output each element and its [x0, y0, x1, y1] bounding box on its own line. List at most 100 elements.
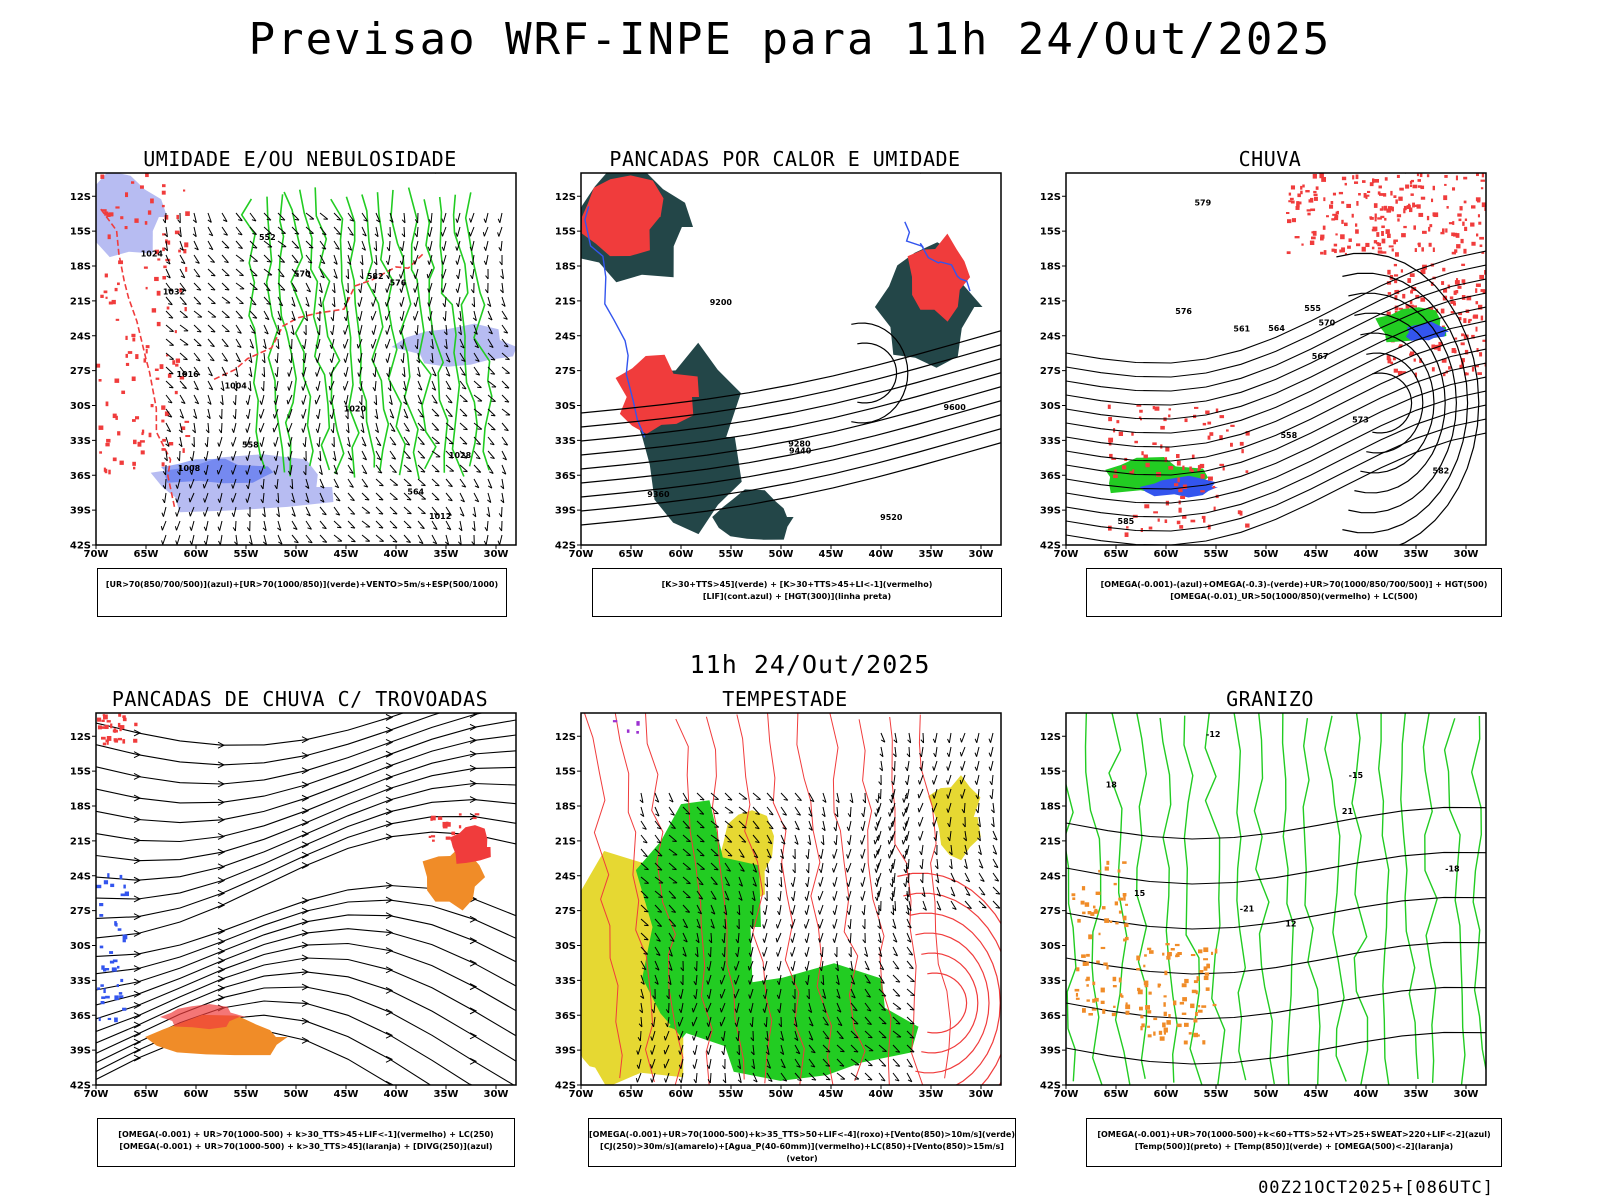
- red-speck: [1344, 222, 1348, 227]
- wind-vector: [305, 296, 310, 307]
- contour-label: 567: [1312, 352, 1329, 361]
- red-speck: [131, 376, 136, 382]
- wind-vector: [274, 352, 279, 364]
- wind-vector: [639, 792, 644, 804]
- wind-vector: [232, 520, 237, 532]
- temp850-contour: [1351, 713, 1369, 1085]
- wind-vector: [178, 422, 183, 434]
- wind-vector: [892, 1030, 902, 1038]
- wind-vector: [906, 1044, 915, 1053]
- red-speck: [1471, 241, 1476, 246]
- wind-vector: [417, 506, 426, 515]
- wind-vector: [692, 1044, 698, 1055]
- wind-vector: [399, 296, 405, 307]
- wind-vector: [291, 520, 298, 531]
- wind-vector: [706, 1058, 712, 1070]
- wind-vector: [946, 774, 952, 785]
- wind-vector: [978, 858, 984, 869]
- wind-vector: [860, 848, 866, 859]
- wind-vector: [487, 366, 496, 375]
- red-speck: [1363, 193, 1367, 198]
- wind-vector: [179, 408, 185, 419]
- wind-vector: [262, 338, 267, 350]
- wind-vector: [248, 352, 253, 364]
- wind-vector: [291, 282, 298, 293]
- wind-vector: [179, 296, 187, 306]
- stream-arrow: [385, 1055, 394, 1063]
- wind-vector: [389, 464, 397, 474]
- red-contour: [918, 714, 952, 1079]
- green-contour: [464, 192, 493, 471]
- wind-vector: [975, 788, 980, 800]
- wind-vector: [193, 268, 201, 278]
- red-speck: [1431, 344, 1436, 350]
- state-border: [101, 713, 103, 714]
- contour-label: 1012: [429, 512, 451, 521]
- contour-label: 1024: [141, 250, 164, 259]
- wind-vector: [175, 534, 181, 545]
- orange-speck: [1115, 922, 1119, 925]
- stream-arrow: [469, 983, 478, 991]
- legend-line: [LIF](cont.azul) + [HGT(300)](linha pret…: [702, 592, 892, 601]
- wind-vector: [347, 212, 355, 222]
- wind-vector: [403, 450, 411, 460]
- wind-vector: [372, 380, 377, 392]
- wind-vector: [665, 1016, 670, 1028]
- wind-vector: [207, 380, 214, 391]
- wind-vector: [891, 872, 896, 884]
- wind-vector: [202, 478, 209, 489]
- lat-label: 36S: [70, 1011, 91, 1022]
- lat-label: 39S: [70, 1046, 91, 1057]
- wind-vector: [850, 1058, 860, 1066]
- red-speck: [1394, 274, 1399, 277]
- hgt-contour: [581, 330, 1001, 414]
- red-speck: [1482, 339, 1486, 342]
- wind-vector: [677, 1016, 684, 1027]
- wind-vector: [417, 478, 426, 487]
- wind-vector: [920, 732, 925, 744]
- wind-vector: [431, 394, 438, 404]
- stream-arrow: [133, 729, 142, 737]
- wind-vector: [162, 492, 167, 504]
- wind-vector: [400, 338, 405, 350]
- orange-speck: [1212, 1003, 1217, 1007]
- wind-vector: [193, 240, 199, 251]
- wind-vector: [305, 268, 312, 279]
- wind-vector: [263, 226, 272, 235]
- wind-vector: [217, 478, 223, 489]
- wind-vector: [179, 366, 187, 376]
- wind-vector: [706, 974, 712, 985]
- wind-vector: [431, 422, 440, 431]
- purple-speck: [636, 721, 640, 726]
- hgt-contour: [1366, 352, 1424, 454]
- red-speck: [139, 440, 145, 443]
- wind-vector: [245, 394, 251, 405]
- wind-vector: [947, 732, 952, 744]
- wind-vector: [876, 830, 882, 841]
- red-speck: [1177, 477, 1180, 483]
- wind-vector: [305, 478, 310, 489]
- orange-speck: [1157, 983, 1161, 988]
- wind-vector: [764, 890, 768, 902]
- red-speck: [106, 720, 111, 723]
- wind-vector: [708, 932, 713, 944]
- wind-vector: [431, 450, 441, 458]
- red-speck: [125, 362, 130, 366]
- lat-label: 39S: [555, 506, 576, 517]
- orange-speck: [1093, 905, 1096, 909]
- wind-vector: [654, 918, 663, 927]
- stream-arrow: [217, 877, 226, 885]
- orange-speck: [1170, 948, 1175, 951]
- lat-label: 12S: [555, 732, 576, 743]
- wind-vector: [287, 408, 293, 419]
- orange-speck: [1124, 923, 1129, 928]
- wind-vector: [165, 338, 174, 346]
- red-speck: [1398, 307, 1403, 310]
- orange-speck: [1113, 882, 1117, 886]
- wind-vector: [386, 240, 391, 252]
- temp850-contour: [1302, 718, 1321, 1085]
- red-speck: [1466, 295, 1472, 301]
- stream-arrow: [217, 833, 226, 840]
- lat-label: 30S: [555, 941, 576, 952]
- red-speck: [1438, 341, 1443, 347]
